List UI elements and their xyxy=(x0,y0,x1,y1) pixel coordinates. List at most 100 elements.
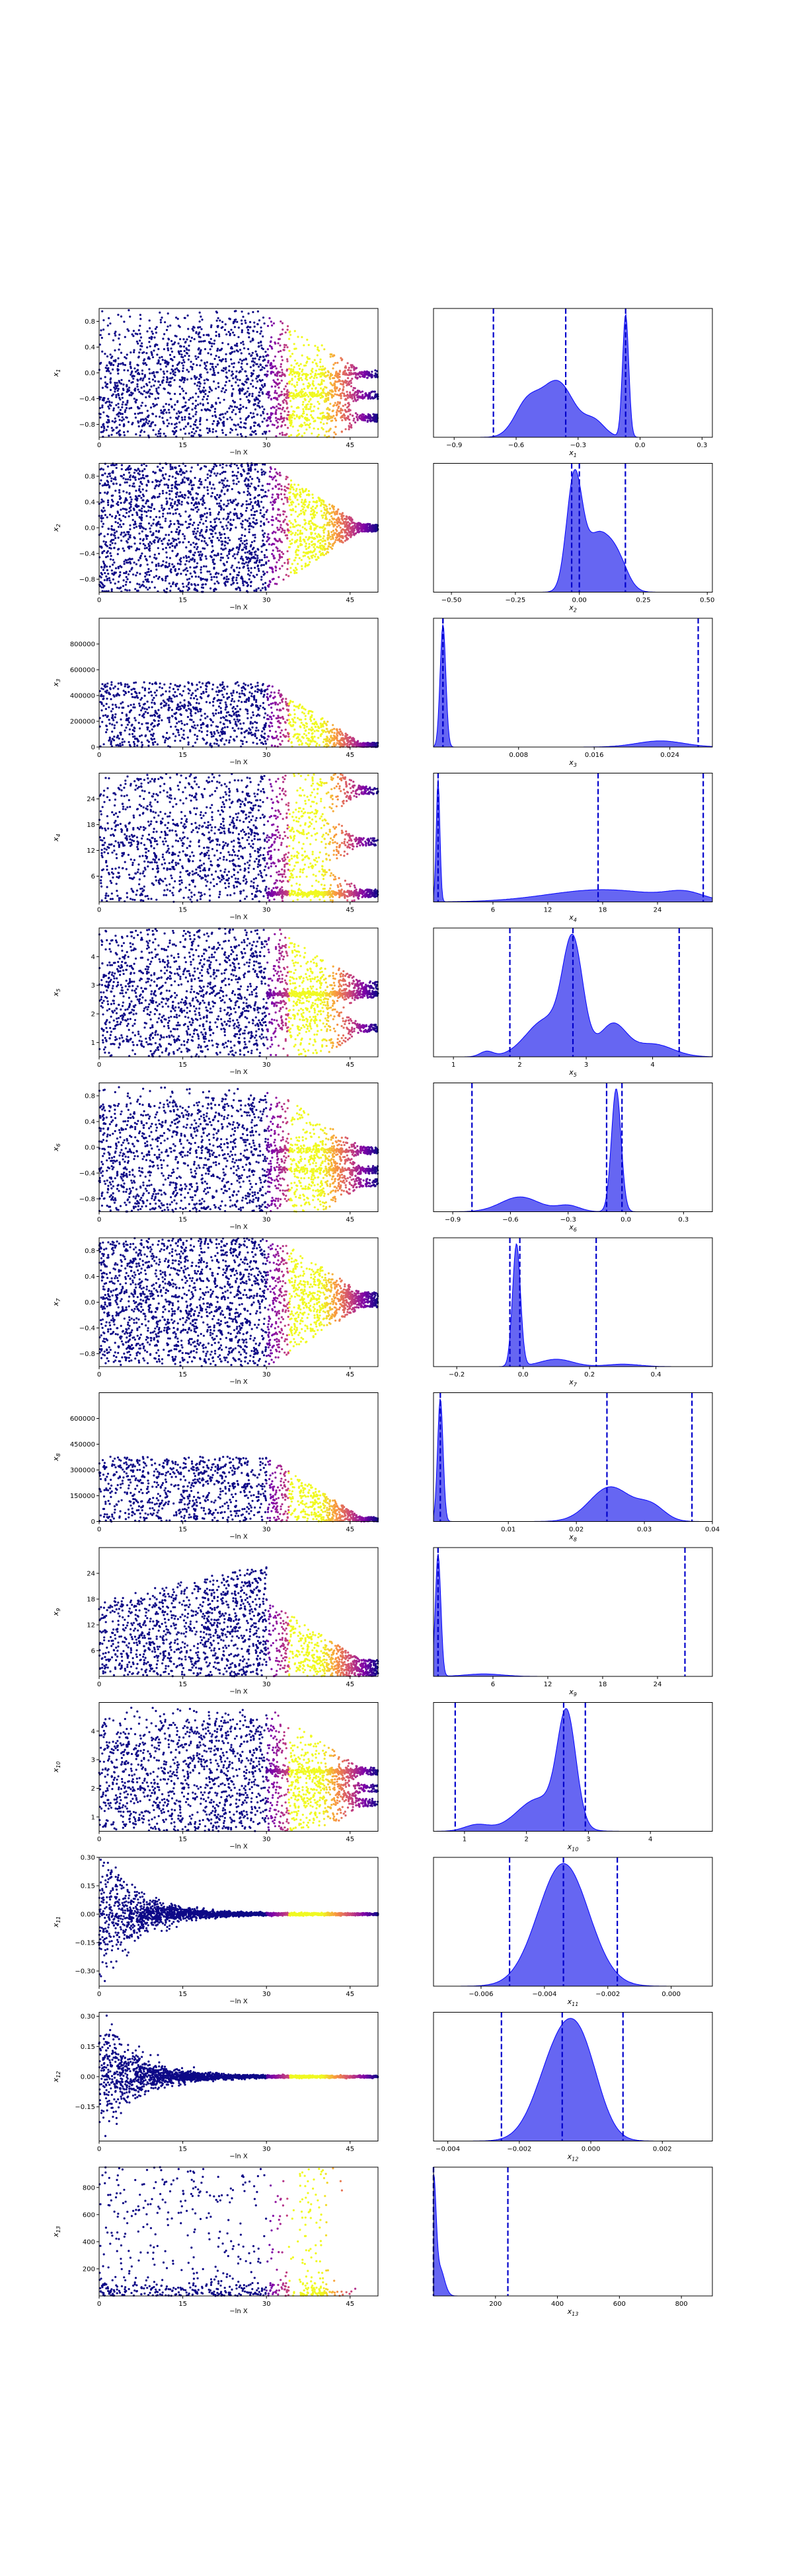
scatter-point xyxy=(149,555,151,557)
scatter-point xyxy=(252,517,254,519)
scatter-point xyxy=(186,338,188,340)
scatter-point xyxy=(222,413,224,415)
scatter-point xyxy=(184,497,186,499)
scatter-point xyxy=(110,353,112,355)
scatter-point xyxy=(203,391,205,393)
scatter-point xyxy=(348,404,350,406)
scatter-point xyxy=(161,382,163,384)
scatter-point xyxy=(202,404,204,406)
scatter-point xyxy=(321,392,322,394)
scatter-point xyxy=(285,385,287,387)
scatter-point xyxy=(328,532,330,534)
scatter-point xyxy=(107,466,109,468)
scatter-point xyxy=(282,579,284,581)
scatter-point xyxy=(155,398,157,400)
scatter-point xyxy=(276,526,278,528)
scatter-point xyxy=(295,505,297,507)
scatter-point xyxy=(291,353,293,355)
scatter-point xyxy=(267,348,269,350)
scatter-point xyxy=(251,395,253,397)
scatter-point xyxy=(152,522,154,524)
scatter-point xyxy=(315,363,317,365)
scatter-point xyxy=(317,428,319,430)
scatter-point xyxy=(162,560,164,562)
scatter-point xyxy=(238,361,240,363)
scatter-point xyxy=(277,425,279,427)
scatter-point xyxy=(290,571,292,573)
scatter-point xyxy=(260,546,262,548)
scatter-point xyxy=(168,508,170,510)
scatter-point xyxy=(241,352,243,354)
scatter-point xyxy=(177,520,179,522)
scatter-point xyxy=(288,338,290,340)
scatter-point xyxy=(246,375,248,377)
scatter-point xyxy=(281,425,283,427)
scatter-point xyxy=(309,501,311,503)
scatter-point xyxy=(116,382,118,384)
scatter-point xyxy=(127,431,129,433)
scatter-point xyxy=(264,532,266,534)
scatter-point xyxy=(191,584,193,586)
scatter-point xyxy=(342,389,344,391)
scatter-point xyxy=(129,468,131,470)
scatter-point xyxy=(190,544,192,546)
scatter-point xyxy=(129,316,131,318)
scatter-point xyxy=(334,390,336,392)
scatter-point xyxy=(288,498,290,500)
scatter-point xyxy=(196,503,198,505)
scatter-point xyxy=(291,501,293,503)
scatter-point xyxy=(246,520,248,522)
scatter-point xyxy=(287,329,289,331)
scatter-point xyxy=(107,501,109,503)
scatter-point xyxy=(214,414,216,416)
scatter-point xyxy=(180,353,182,355)
scatter-point xyxy=(289,505,291,507)
scatter-point xyxy=(139,349,141,351)
scatter-point xyxy=(313,524,315,526)
scatter-point xyxy=(321,515,323,517)
scatter-point xyxy=(104,353,106,355)
scatter-point xyxy=(201,534,203,536)
scatter-point xyxy=(221,574,223,576)
scatter-point xyxy=(213,380,215,382)
scatter-point xyxy=(295,557,297,559)
scatter-point xyxy=(368,373,370,375)
scatter-point xyxy=(118,349,120,351)
scatter-point xyxy=(266,413,268,415)
scatter-point xyxy=(332,530,334,532)
scatter-point xyxy=(286,370,288,372)
scatter-point xyxy=(187,497,189,499)
scatter-point xyxy=(192,396,194,398)
scatter-point xyxy=(285,534,287,536)
scatter-point xyxy=(122,413,124,415)
scatter-point xyxy=(211,542,213,544)
scatter-point xyxy=(237,517,239,519)
scatter-point xyxy=(144,376,146,378)
scatter-point xyxy=(270,336,272,338)
scatter-point xyxy=(243,470,245,472)
scatter-point xyxy=(257,500,259,502)
scatter-point xyxy=(159,384,161,386)
scatter-point xyxy=(270,501,272,503)
scatter-point xyxy=(177,538,179,540)
scatter-point xyxy=(358,531,359,533)
scatter-point xyxy=(138,488,140,490)
scatter-point xyxy=(352,389,354,391)
scatter-point xyxy=(304,504,306,506)
scatter-point xyxy=(348,402,350,404)
scatter-point xyxy=(336,411,338,413)
scatter-point xyxy=(117,501,119,503)
scatter-point xyxy=(315,554,317,555)
scatter-point xyxy=(175,480,177,482)
scatter-point xyxy=(250,468,252,470)
scatter-point xyxy=(237,491,239,493)
scatter-point xyxy=(192,533,194,535)
scatter-point xyxy=(198,480,200,482)
scatter-point xyxy=(128,330,130,332)
scatter-point xyxy=(314,419,316,421)
scatter-point xyxy=(247,567,249,569)
scatter-point xyxy=(213,343,215,345)
scatter-point xyxy=(126,491,128,493)
scatter-point xyxy=(252,526,254,528)
scatter-point xyxy=(242,341,244,343)
